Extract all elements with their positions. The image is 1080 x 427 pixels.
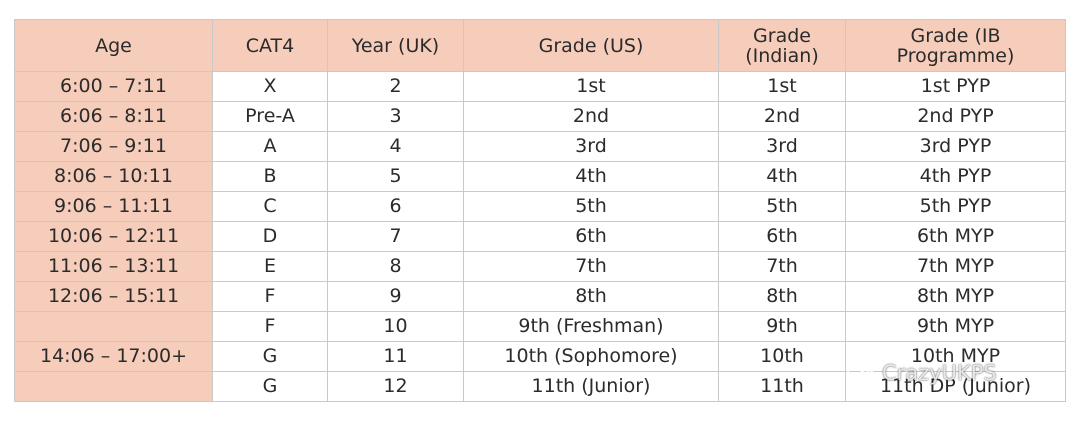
cell-grade-us: 4th bbox=[463, 161, 719, 192]
cell-grade-indian: 11th bbox=[718, 371, 846, 402]
table-row: 6:06 – 8:11 Pre-A 3 2nd 2nd 2nd PYP bbox=[14, 101, 1066, 132]
header-row: Age CAT4 Year (UK) Grade (US) Grade (Indi… bbox=[14, 19, 1066, 72]
cell-grade-ib: 1st PYP bbox=[845, 71, 1066, 102]
header-cat4-line-1: CAT4 bbox=[245, 34, 295, 57]
cell-grade-indian: 8th bbox=[718, 281, 846, 312]
cell-grade-ib: 8th MYP bbox=[845, 281, 1066, 312]
table-row: 9:06 – 11:11 C 6 5th 5th 5th PYP bbox=[14, 191, 1066, 222]
cell-year-uk: 6 bbox=[327, 191, 464, 222]
header-grade-us: Grade (US) bbox=[463, 19, 719, 72]
header-grade-indian-line-1: Grade bbox=[753, 24, 811, 47]
header-year-uk: Year (UK) bbox=[327, 19, 464, 72]
cell-age bbox=[14, 371, 213, 402]
cell-cat4: D bbox=[212, 221, 328, 252]
cell-age: 12:06 – 15:11 bbox=[14, 281, 213, 312]
cell-grade-ib: 10th MYP bbox=[845, 341, 1066, 372]
cell-cat4: G bbox=[212, 371, 328, 402]
cell-year-uk: 7 bbox=[327, 221, 464, 252]
cell-grade-indian: 1st bbox=[718, 71, 846, 102]
cell-year-uk: 2 bbox=[327, 71, 464, 102]
cell-grade-us: 1st bbox=[463, 71, 719, 102]
table-row: 8:06 – 10:11 B 5 4th 4th 4th PYP bbox=[14, 161, 1066, 192]
grade-comparison-table-container: Age CAT4 Year (UK) Grade (US) Grade (Indi… bbox=[14, 19, 1066, 402]
cell-grade-indian: 2nd bbox=[718, 101, 846, 132]
table-row: 7:06 – 9:11 A 4 3rd 3rd 3rd PYP bbox=[14, 131, 1066, 162]
cell-age bbox=[14, 311, 213, 342]
cell-grade-ib: 7th MYP bbox=[845, 251, 1066, 282]
cell-grade-us: 3rd bbox=[463, 131, 719, 162]
cell-age: 7:06 – 9:11 bbox=[14, 131, 213, 162]
cell-year-uk: 12 bbox=[327, 371, 464, 402]
table-row: 14:06 – 17:00+ G 11 10th (Sophomore) 10t… bbox=[14, 341, 1066, 372]
cell-grade-ib: 6th MYP bbox=[845, 221, 1066, 252]
cell-age: 6:00 – 7:11 bbox=[14, 71, 213, 102]
cell-age: 14:06 – 17:00+ bbox=[14, 341, 213, 372]
cell-grade-us: 11th (Junior) bbox=[463, 371, 719, 402]
table-row: 10:06 – 12:11 D 7 6th 6th 6th MYP bbox=[14, 221, 1066, 252]
table-header: Age CAT4 Year (UK) Grade (US) Grade (Indi… bbox=[14, 19, 1066, 72]
cell-grade-indian: 9th bbox=[718, 311, 846, 342]
header-grade-indian-line-2: (Indian) bbox=[745, 44, 819, 67]
cell-cat4: Pre-A bbox=[212, 101, 328, 132]
cell-grade-us: 2nd bbox=[463, 101, 719, 132]
cell-cat4: A bbox=[212, 131, 328, 162]
header-age: Age bbox=[14, 19, 213, 72]
header-grade-ib: Grade (IB Programme) bbox=[845, 19, 1066, 72]
cell-year-uk: 10 bbox=[327, 311, 464, 342]
cell-grade-us: 8th bbox=[463, 281, 719, 312]
cell-year-uk: 8 bbox=[327, 251, 464, 282]
cell-grade-us: 9th (Freshman) bbox=[463, 311, 719, 342]
grade-comparison-table: Age CAT4 Year (UK) Grade (US) Grade (Indi… bbox=[14, 19, 1066, 402]
header-age-line-1: Age bbox=[95, 34, 132, 57]
cell-grade-us: 6th bbox=[463, 221, 719, 252]
cell-grade-us: 7th bbox=[463, 251, 719, 282]
header-year-uk-line-1: Year (UK) bbox=[351, 34, 440, 57]
table-row: G 12 11th (Junior) 11th 11th DP (Junior) bbox=[14, 371, 1066, 402]
cell-grade-indian: 5th bbox=[718, 191, 846, 222]
cell-grade-us: 5th bbox=[463, 191, 719, 222]
cell-grade-ib: 2nd PYP bbox=[845, 101, 1066, 132]
table-row: F 10 9th (Freshman) 9th 9th MYP bbox=[14, 311, 1066, 342]
cell-grade-ib: 9th MYP bbox=[845, 311, 1066, 342]
cell-grade-indian: 3rd bbox=[718, 131, 846, 162]
table-row: 12:06 – 15:11 F 9 8th 8th 8th MYP bbox=[14, 281, 1066, 312]
header-cat4: CAT4 bbox=[212, 19, 328, 72]
cell-grade-ib: 3rd PYP bbox=[845, 131, 1066, 162]
cell-year-uk: 9 bbox=[327, 281, 464, 312]
cell-age: 8:06 – 10:11 bbox=[14, 161, 213, 192]
cell-year-uk: 3 bbox=[327, 101, 464, 132]
cell-age: 11:06 – 13:11 bbox=[14, 251, 213, 282]
header-grade-ib-line-1: Grade (IB bbox=[910, 24, 1001, 47]
cell-cat4: X bbox=[212, 71, 328, 102]
cell-grade-indian: 4th bbox=[718, 161, 846, 192]
table-body: 6:00 – 7:11 X 2 1st 1st 1st PYP 6:06 – 8… bbox=[14, 71, 1066, 402]
cell-cat4: G bbox=[212, 341, 328, 372]
cell-year-uk: 5 bbox=[327, 161, 464, 192]
cell-year-uk: 11 bbox=[327, 341, 464, 372]
table-row: 11:06 – 13:11 E 8 7th 7th 7th MYP bbox=[14, 251, 1066, 282]
cell-grade-ib: 4th PYP bbox=[845, 161, 1066, 192]
cell-year-uk: 4 bbox=[327, 131, 464, 162]
cell-grade-ib: 11th DP (Junior) bbox=[845, 371, 1066, 402]
cell-grade-indian: 10th bbox=[718, 341, 846, 372]
header-grade-us-line-1: Grade (US) bbox=[538, 34, 644, 57]
cell-age: 10:06 – 12:11 bbox=[14, 221, 213, 252]
cell-age: 6:06 – 8:11 bbox=[14, 101, 213, 132]
cell-cat4: E bbox=[212, 251, 328, 282]
cell-cat4: F bbox=[212, 281, 328, 312]
cell-grade-indian: 6th bbox=[718, 221, 846, 252]
cell-cat4: B bbox=[212, 161, 328, 192]
cell-cat4: C bbox=[212, 191, 328, 222]
cell-grade-indian: 7th bbox=[718, 251, 846, 282]
cell-cat4: F bbox=[212, 311, 328, 342]
cell-age: 9:06 – 11:11 bbox=[14, 191, 213, 222]
cell-grade-ib: 5th PYP bbox=[845, 191, 1066, 222]
table-row: 6:00 – 7:11 X 2 1st 1st 1st PYP bbox=[14, 71, 1066, 102]
header-grade-indian: Grade (Indian) bbox=[718, 19, 846, 72]
cell-grade-us: 10th (Sophomore) bbox=[463, 341, 719, 372]
header-grade-ib-line-2: Programme) bbox=[896, 44, 1015, 67]
